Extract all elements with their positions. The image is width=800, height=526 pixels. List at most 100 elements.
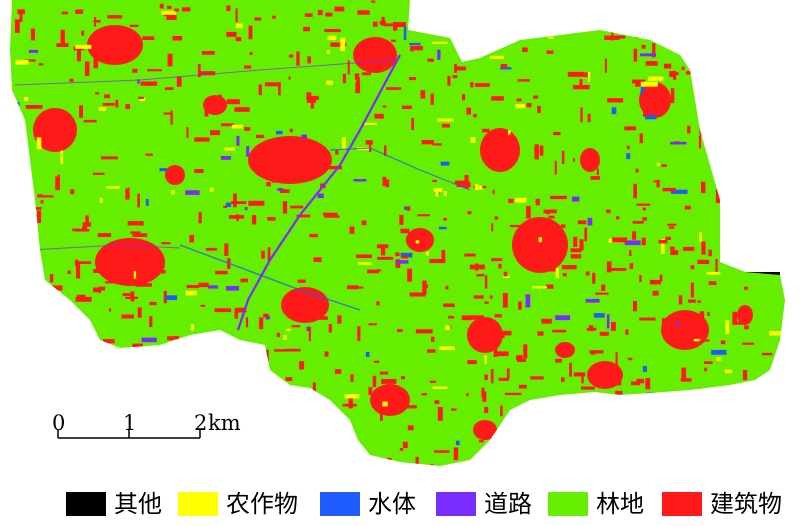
land-parcel xyxy=(308,326,311,342)
land-parcel xyxy=(701,241,706,255)
land-parcel xyxy=(629,250,632,256)
land-parcel xyxy=(455,12,460,20)
land-parcel xyxy=(348,397,353,409)
land-parcel xyxy=(50,133,66,136)
land-parcel xyxy=(661,239,665,254)
land-parcel xyxy=(168,364,171,373)
land-parcel xyxy=(99,198,103,203)
land-parcel xyxy=(484,336,493,339)
land-parcel xyxy=(594,364,610,369)
land-parcel xyxy=(288,160,293,173)
land-parcel xyxy=(30,214,42,218)
land-parcel xyxy=(376,244,389,249)
land-parcel xyxy=(432,41,448,44)
land-parcel xyxy=(546,50,554,54)
land-parcel xyxy=(22,429,37,433)
land-parcel xyxy=(744,286,749,290)
land-parcel xyxy=(77,443,82,450)
land-parcel xyxy=(383,23,397,27)
land-parcel xyxy=(690,65,706,70)
land-parcel xyxy=(115,99,119,108)
land-parcel xyxy=(624,240,641,246)
water-channel xyxy=(179,244,361,311)
land-parcel xyxy=(37,194,43,197)
land-parcel xyxy=(681,66,685,71)
land-parcel xyxy=(406,206,411,211)
land-parcel xyxy=(249,52,253,55)
land-parcel xyxy=(154,450,158,456)
land-parcel xyxy=(48,401,56,404)
legend-label-other: 其他 xyxy=(114,490,162,518)
land-parcel xyxy=(570,248,582,253)
land-parcel xyxy=(93,172,105,175)
land-parcel xyxy=(330,42,347,47)
land-parcel xyxy=(164,295,177,300)
legend-label-crop: 农作物 xyxy=(226,490,298,518)
land-parcel xyxy=(410,45,414,52)
land-parcel xyxy=(307,56,311,64)
land-parcel xyxy=(396,22,406,27)
land-parcel xyxy=(615,20,619,34)
land-parcel xyxy=(36,256,39,271)
land-parcel xyxy=(769,125,773,130)
land-parcel xyxy=(439,346,455,351)
land-parcel xyxy=(573,372,586,377)
land-parcel xyxy=(711,349,727,355)
land-parcel xyxy=(271,169,277,183)
land-parcel xyxy=(555,315,571,321)
land-parcel xyxy=(572,85,590,90)
study-area-forest xyxy=(10,0,785,466)
land-parcel xyxy=(531,409,537,417)
land-parcel xyxy=(473,114,477,118)
land-parcel xyxy=(132,233,148,237)
land-parcel xyxy=(519,227,526,231)
land-parcel xyxy=(782,93,785,96)
land-parcel xyxy=(321,416,328,420)
land-parcel xyxy=(104,94,110,99)
land-parcel xyxy=(407,239,412,244)
land-parcel xyxy=(639,275,642,283)
land-parcel xyxy=(95,427,109,432)
land-parcel xyxy=(502,447,508,451)
land-parcel xyxy=(24,446,33,452)
land-parcel xyxy=(18,249,29,253)
land-parcel xyxy=(642,217,647,221)
land-parcel xyxy=(167,5,172,9)
land-parcel xyxy=(36,137,42,150)
land-parcel xyxy=(234,107,250,112)
land-parcel xyxy=(373,360,380,363)
land-parcel xyxy=(554,160,557,175)
land-parcel xyxy=(703,84,713,90)
land-parcel xyxy=(482,128,490,133)
land-parcel xyxy=(516,98,522,102)
land-parcel xyxy=(327,35,337,41)
land-parcel xyxy=(373,21,378,27)
land-parcel xyxy=(687,61,696,66)
land-parcel xyxy=(78,427,82,439)
land-parcel xyxy=(380,409,383,421)
land-parcel xyxy=(36,284,51,289)
land-parcel xyxy=(489,295,493,299)
land-parcel xyxy=(494,154,508,157)
land-parcel xyxy=(100,286,106,291)
land-parcel xyxy=(749,175,754,185)
land-parcel xyxy=(287,311,297,315)
land-parcel xyxy=(508,134,512,141)
land-parcel xyxy=(781,341,785,351)
land-parcel xyxy=(236,135,240,146)
land-parcel xyxy=(655,410,663,414)
land-parcel xyxy=(546,429,562,434)
land-parcel xyxy=(103,339,115,344)
scale-tick-label-2: 2 xyxy=(194,411,207,435)
land-parcel xyxy=(236,214,239,221)
land-parcel xyxy=(461,315,472,321)
land-parcel xyxy=(137,193,140,208)
land-parcel xyxy=(251,151,256,156)
land-parcel xyxy=(737,264,749,268)
land-parcel xyxy=(750,433,753,445)
land-parcel xyxy=(636,203,651,206)
land-parcel xyxy=(356,77,360,87)
land-parcel xyxy=(498,377,510,381)
land-parcel xyxy=(56,43,69,47)
land-parcel xyxy=(371,0,376,3)
